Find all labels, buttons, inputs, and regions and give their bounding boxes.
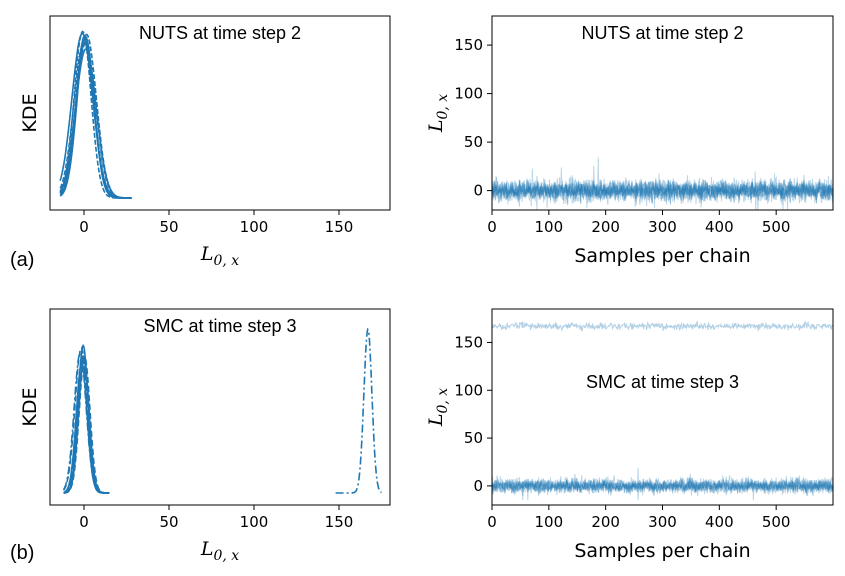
y-tick-label: 0: [473, 477, 483, 495]
y-axis-label: L0, x: [425, 94, 451, 133]
y-axis-label: KDE: [19, 93, 41, 132]
trace-chart-smc: 0 100 200 300 400 500 0 50 100 150 SMC at time ste…: [425, 308, 834, 562]
x-tick-label: 0: [79, 218, 89, 236]
x-tick-label: 400: [705, 218, 734, 236]
y-tick-label: 50: [464, 133, 483, 151]
chart-title: NUTS at time step 2: [139, 23, 301, 43]
y-tick-label: 150: [454, 36, 483, 54]
trace-line: [492, 176, 833, 209]
plot-frame: [49, 15, 391, 211]
trace-chart-nuts: 0 100 200 300 400 500 0 50 100 150 NUTS at time st…: [425, 15, 834, 267]
x-tick-label: 100: [240, 513, 269, 531]
chart-title: SMC at time step 3: [586, 372, 739, 392]
y-tick-label: 150: [454, 333, 483, 351]
x-tick-label: 300: [648, 513, 677, 531]
x-tick-label: 300: [648, 218, 677, 236]
trace-line: [492, 473, 833, 496]
kde-curve: [63, 354, 110, 494]
trace-line: [492, 476, 833, 496]
trace-line: [492, 171, 833, 210]
kde-chart-nuts: 0 50 100 150 NUTS at time step 2 L0, x KDE: [19, 15, 391, 269]
trace-line: [492, 475, 833, 496]
chart-title: SMC at time step 3: [143, 316, 296, 336]
trace-line: [492, 475, 833, 501]
x-tick-label: 500: [762, 513, 791, 531]
panel-letter-b: (b): [10, 542, 34, 564]
plot-area: [492, 157, 833, 210]
x-tick-label: 100: [535, 218, 564, 236]
trace-line: [492, 475, 833, 501]
y-tick-label: 50: [464, 429, 483, 447]
plot-area: [59, 30, 132, 199]
x-tick-label: 150: [325, 218, 354, 236]
x-tick-label: 100: [535, 513, 564, 531]
x-tick-label: 50: [159, 513, 178, 531]
trace-line: [492, 320, 833, 332]
kde-curve: [335, 327, 382, 494]
x-tick-label: 50: [159, 218, 178, 236]
kde-curve: [59, 41, 132, 199]
x-axis-label: L0, x: [200, 538, 239, 564]
trace-line: [492, 174, 833, 210]
plot-area: [62, 327, 382, 494]
chart-title: NUTS at time step 2: [581, 23, 743, 43]
trace-line: [492, 165, 833, 210]
trace-line: [492, 175, 833, 205]
x-tick-label: 100: [240, 218, 269, 236]
y-axis-label: KDE: [19, 387, 41, 426]
x-tick-label: 200: [591, 218, 620, 236]
trace-line: [492, 173, 833, 207]
x-tick-label: 150: [325, 513, 354, 531]
x-tick-label: 400: [705, 513, 734, 531]
kde-curve: [59, 48, 132, 199]
x-axis-label: L0, x: [200, 243, 239, 269]
x-tick-label: 200: [591, 513, 620, 531]
y-tick-label: 0: [473, 182, 483, 200]
panel-letter-a: (a): [10, 249, 34, 271]
x-tick-label: 0: [79, 513, 89, 531]
plot-frame: [49, 308, 391, 506]
plot-frame: [491, 308, 834, 506]
x-axis-label: Samples per chain: [574, 245, 750, 267]
x-tick-label: 0: [487, 218, 497, 236]
x-tick-label: 500: [762, 218, 791, 236]
y-tick-label: 100: [454, 381, 483, 399]
kde-chart-smc: 0 50 100 150 SMC at time step 3 L0, x KDE: [19, 308, 391, 564]
y-axis-label: L0, x: [425, 388, 451, 427]
trace-line: [492, 177, 833, 208]
y-tick-label: 100: [454, 85, 483, 103]
trace-line: [492, 467, 833, 496]
plot-area: [492, 320, 833, 501]
x-tick-label: 0: [487, 513, 497, 531]
x-axis-label: Samples per chain: [574, 540, 750, 562]
trace-line: [492, 475, 833, 501]
trace-line: [492, 157, 833, 210]
